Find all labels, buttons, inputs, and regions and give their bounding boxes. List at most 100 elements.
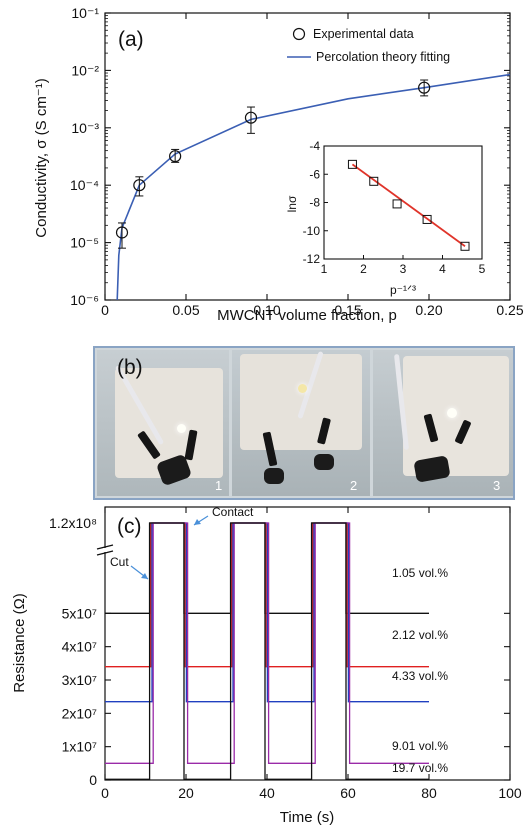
- series-labels: 1.05 vol.% 2.12 vol.% 4.33 vol.% 9.01 vol.%…: [392, 566, 448, 775]
- axis-break: [96, 544, 114, 556]
- c-x-tick-label: 0: [101, 785, 109, 801]
- annotation-cut: Cut: [110, 555, 149, 580]
- chart-c-frame: [104, 506, 511, 781]
- c-x-tick-label: 20: [178, 785, 194, 801]
- chart-a-x-tick-labels: 0 0.05 0.10 0.15 0.20 0.25: [101, 302, 524, 318]
- chart-c-xlabel: Time (s): [280, 809, 334, 826]
- data-point: [244, 111, 258, 124]
- panel-b-label: (b): [117, 356, 143, 379]
- inset-chart: 1 2 3 4 5 -4 -6 -8 -10 -12 lnσ p⁻¹ᐟ³: [285, 139, 486, 297]
- y-tick-label: 10⁻⁵: [70, 235, 99, 251]
- inset-y-tick-label: -4: [309, 139, 320, 153]
- series-label: 19.7 vol.%: [392, 761, 448, 775]
- c-x-tick-label: 60: [340, 785, 356, 801]
- photo-number-1: 1: [215, 478, 223, 493]
- annotation-contact-text: Contact: [212, 505, 254, 519]
- y-break-tick-label: 1.2x10⁸: [49, 515, 97, 531]
- inset-x-tick-label: 3: [400, 262, 407, 276]
- breadboard-2: [240, 354, 362, 450]
- data-point: [418, 81, 431, 94]
- inset-fit-line: [351, 163, 466, 248]
- sample-3: [413, 455, 451, 483]
- resistance-traces: [105, 522, 429, 780]
- y-tick-label: 10⁻¹: [71, 5, 99, 21]
- annotation-cut-text: Cut: [110, 555, 129, 569]
- inset-ylabel: lnσ: [285, 195, 299, 212]
- inset-data-point: [460, 241, 470, 251]
- data-point: [169, 150, 182, 163]
- chart-a-xlabel: MWCNT volume fraction, p: [217, 307, 397, 324]
- c-x-tick-label: 80: [421, 785, 437, 801]
- inset-x-tick-label: 1: [321, 262, 328, 276]
- sample-2a: [264, 468, 284, 484]
- y-tick-label: 10⁻⁴: [70, 177, 99, 193]
- inset-xlabel: p⁻¹ᐟ³: [390, 283, 416, 297]
- c-y-tick-label: 3x10⁷: [62, 672, 97, 688]
- inset-ticks: [323, 145, 483, 260]
- led-1: [177, 424, 186, 433]
- sample-2b: [314, 454, 334, 470]
- legend: Experimental data Percolation theory fit…: [287, 27, 450, 64]
- x-tick-label: 0: [101, 302, 109, 318]
- series-label: 2.12 vol.%: [392, 628, 448, 642]
- chart-a-frame: [104, 12, 511, 301]
- chart-c: 0 20 40 60 80 100 0 1x10⁷ 2x10⁷ 3x10⁷ 4x10⁷ 5x10⁷ 1…: [11, 505, 522, 826]
- annotation-contact: Contact: [193, 505, 254, 526]
- inset-data-point: [422, 214, 432, 224]
- axis-break-mark-upper: [96, 544, 114, 550]
- x-tick-label: 0.20: [415, 302, 442, 318]
- annotation-contact-arrowhead: [194, 519, 201, 525]
- chart-c-ylabel: Resistance (Ω): [11, 593, 28, 693]
- inset-y-tick-label: -10: [303, 224, 321, 238]
- chart-a-ylabel: Conductivity, σ (S cm⁻¹): [33, 78, 50, 237]
- photo-number-2: 2: [350, 478, 358, 493]
- led-2: [298, 384, 307, 393]
- x-tick-label: 0.10: [253, 302, 280, 318]
- inset-data-point: [392, 199, 402, 209]
- axis-break-mark-lower: [96, 550, 114, 556]
- photo-2: 2: [232, 350, 370, 496]
- chart-a-ticks: [104, 12, 511, 301]
- inset-x-tick-label: 4: [439, 262, 446, 276]
- series-label: 1.05 vol.%: [392, 566, 448, 580]
- legend-label-experimental: Experimental data: [313, 27, 414, 41]
- y-tick-label: 10⁻⁶: [70, 292, 99, 308]
- inset-data-point: [347, 159, 357, 169]
- inset-x-tick-label: 5: [479, 262, 486, 276]
- c-y-tick-label: 1x10⁷: [62, 739, 97, 755]
- inset-y-tick-label: -8: [309, 196, 320, 210]
- photo-3: 3: [373, 350, 513, 496]
- inset-y-tick-label: -6: [309, 167, 320, 181]
- inset-tick-labels: 1 2 3 4 5 -4 -6 -8 -10 -12: [303, 139, 486, 276]
- series-label: 4.33 vol.%: [392, 669, 448, 683]
- photo-number-3: 3: [493, 478, 501, 493]
- inset-points: [347, 159, 470, 251]
- c-y-tick-label: 5x10⁷: [62, 605, 97, 621]
- x-tick-label: 0.15: [334, 302, 361, 318]
- x-tick-label: 0.05: [172, 302, 199, 318]
- data-point: [133, 179, 146, 192]
- legend-marker-experimental: [292, 27, 306, 41]
- photo-1: 1: [97, 350, 229, 496]
- chart-c-ticks: [104, 507, 511, 781]
- data-point: [115, 226, 129, 239]
- chart-a-y-tick-labels: 10⁻⁶ 10⁻⁵ 10⁻⁴ 10⁻³ 10⁻² 10⁻¹: [70, 5, 99, 308]
- experimental-points: [115, 79, 431, 249]
- chart-c-tick-labels: 0 20 40 60 80 100 0 1x10⁷ 2x10⁷ 3x10⁷ 4x10⁷ 5x10⁷: [62, 605, 522, 801]
- annotation-cut-arrowhead: [141, 573, 148, 579]
- x-tick-label: 0.25: [496, 302, 523, 318]
- led-3: [447, 408, 457, 418]
- legend-label-fit: Percolation theory fitting: [316, 50, 450, 64]
- c-x-tick-label: 40: [259, 785, 275, 801]
- inset-x-tick-label: 2: [360, 262, 367, 276]
- y-tick-label: 10⁻²: [71, 62, 99, 78]
- series-label: 9.01 vol.%: [392, 739, 448, 753]
- y-tick-label: 10⁻³: [71, 120, 99, 136]
- inset-y-tick-label: -12: [303, 252, 321, 266]
- c-y-tick-label: 0: [89, 772, 97, 788]
- c-y-tick-label: 2x10⁷: [62, 705, 97, 721]
- panel-a-label: (a): [118, 28, 144, 51]
- resistance-trace: [105, 522, 429, 780]
- inset-data-point: [369, 176, 379, 186]
